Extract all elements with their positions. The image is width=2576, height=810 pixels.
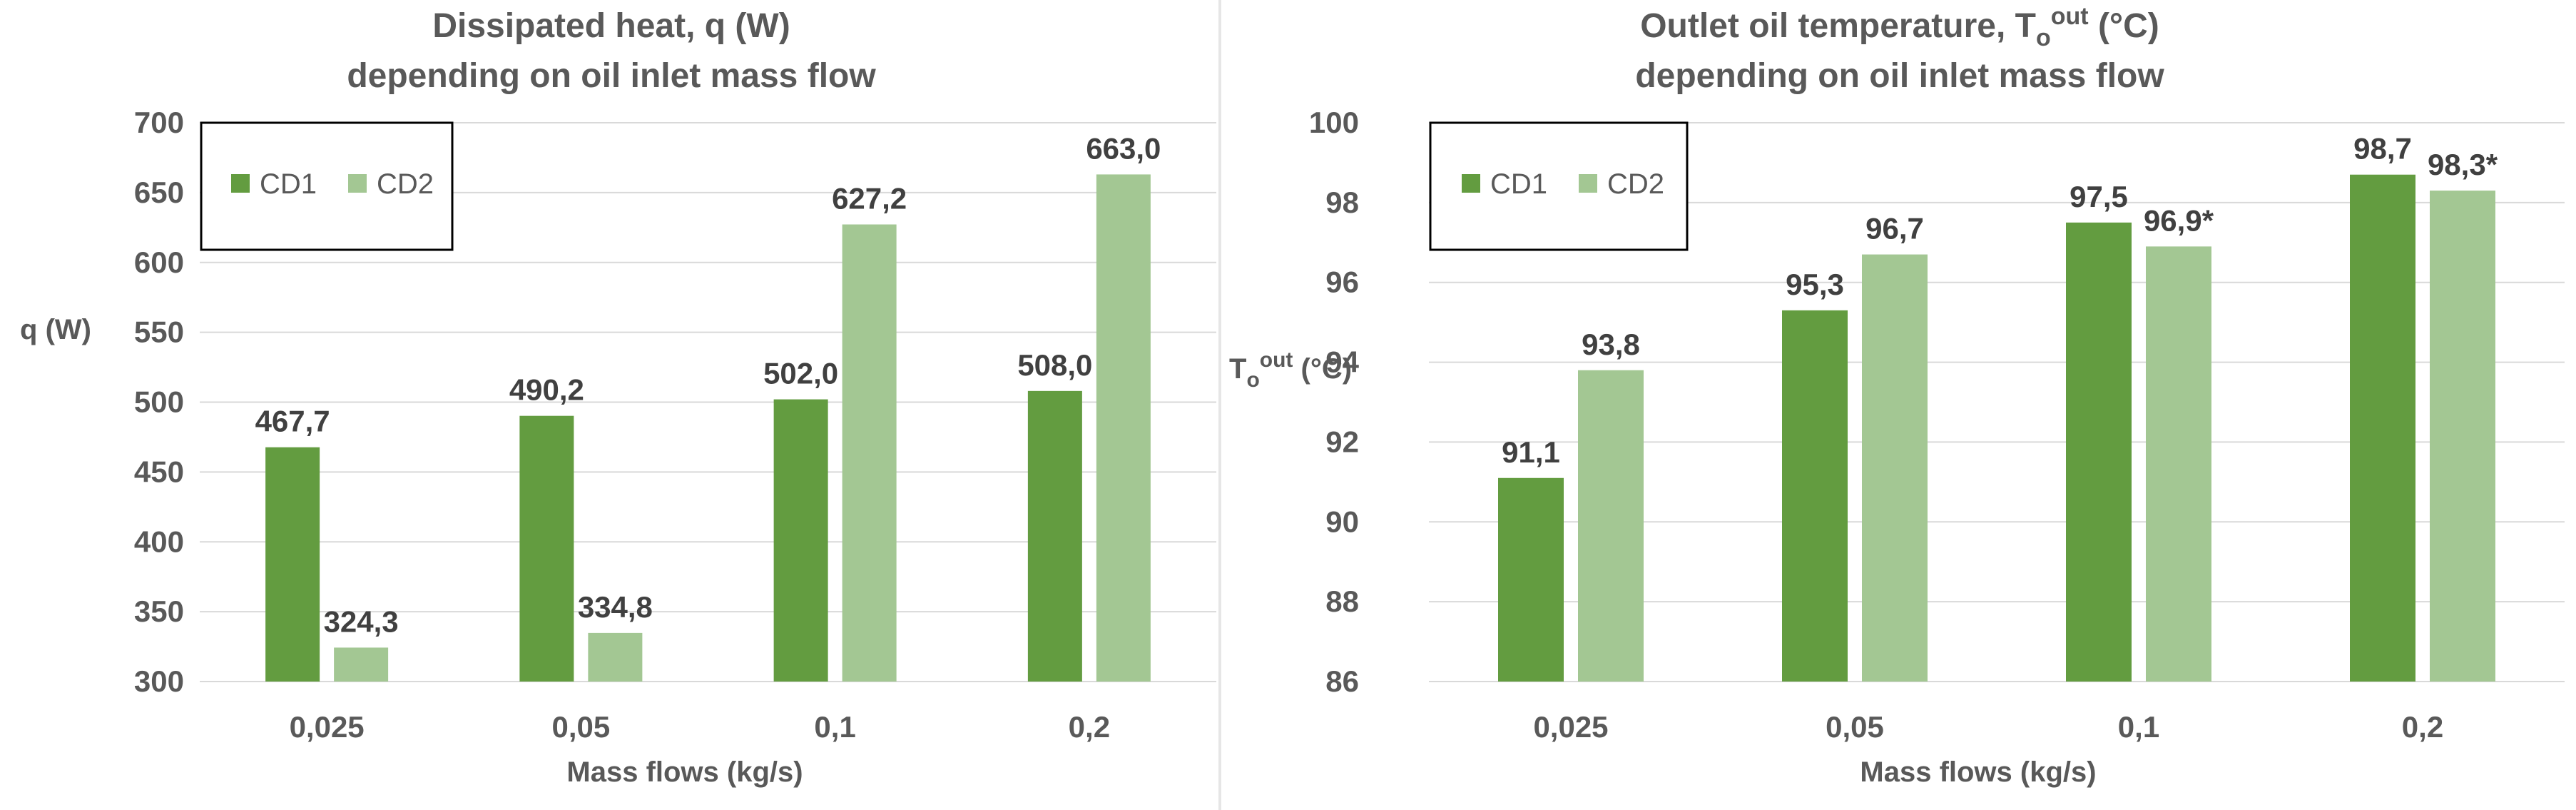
ylabel-subscript: o xyxy=(1246,368,1259,392)
bar-cd1 xyxy=(1498,477,1564,682)
data-label: 334,8 xyxy=(578,590,653,624)
bar-cd1 xyxy=(2066,222,2132,682)
legend: CD1 CD2 xyxy=(1429,121,1689,251)
chart-panel-temperature: Outlet oil temperature, Toout (°C) depen… xyxy=(1223,0,2576,810)
x-axis-title: Mass flows (kg/s) xyxy=(1860,756,2096,788)
ylabel-unit: (°C) xyxy=(1293,353,1352,385)
y-tick-label: 450 xyxy=(134,455,184,488)
x-tick-labels: 0,025 0,05 0,1 0,2 xyxy=(290,710,1111,744)
title-main: Outlet oil temperature, T xyxy=(1640,7,2036,45)
data-label: 97,5 xyxy=(2070,180,2128,213)
bar-cd2 xyxy=(2430,191,2495,682)
data-label: 467,7 xyxy=(255,405,330,438)
bar-cd1 xyxy=(1782,310,1848,682)
data-label: 627,2 xyxy=(832,182,907,216)
data-label: 95,3 xyxy=(1786,268,1844,301)
y-tick-label: 550 xyxy=(134,315,184,349)
data-label: 93,8 xyxy=(1582,328,1640,361)
y-tick-label: 94 xyxy=(1325,345,1359,379)
bar-cd2 xyxy=(588,632,643,682)
legend-label-cd2: CD2 xyxy=(377,168,434,200)
bar-cd1 xyxy=(1027,390,1082,682)
gridlines xyxy=(200,122,1216,682)
data-labels: 467,7 324,3 490,2 334,8 502,0 627,2 508,0 663,0 xyxy=(255,131,1161,638)
bar-cd1 xyxy=(265,447,320,682)
x-tick-label: 0,05 xyxy=(552,710,611,744)
bar-cd2 xyxy=(1578,370,1644,682)
y-tick-label: 98 xyxy=(1325,186,1359,219)
legend-swatch-cd1 xyxy=(1462,174,1480,193)
y-tick-labels: 86 88 90 92 94 96 98 100 xyxy=(1309,106,1360,698)
data-label: 663,0 xyxy=(1086,131,1161,165)
data-label: 96,9* xyxy=(2144,203,2214,237)
data-label: 508,0 xyxy=(1017,348,1092,382)
y-axis-title: Toout (°C) xyxy=(1229,348,1352,392)
y-tick-label: 88 xyxy=(1325,584,1359,618)
y-tick-label: 500 xyxy=(134,385,184,419)
y-tick-label: 92 xyxy=(1325,425,1359,458)
x-axis-title: Mass flows (kg/s) xyxy=(566,756,803,788)
legend-label-cd1: CD1 xyxy=(1490,168,1547,200)
bars xyxy=(265,174,1151,682)
panel-separator xyxy=(1218,0,1221,810)
y-tick-label: 100 xyxy=(1309,106,1359,139)
x-tick-label: 0,1 xyxy=(2118,710,2159,744)
x-tick-label: 0,025 xyxy=(290,710,365,744)
y-tick-label: 650 xyxy=(134,176,184,209)
data-label: 490,2 xyxy=(509,373,584,407)
y-tick-label: 400 xyxy=(134,525,184,558)
bar-cd2 xyxy=(842,224,897,682)
x-tick-label: 0,025 xyxy=(1533,710,1608,744)
title-subscript: o xyxy=(2036,24,2051,51)
legend: CD1 CD2 xyxy=(200,121,454,251)
bar-cd1 xyxy=(519,415,574,682)
heat-chart: Dissipated heat, q (W) depending on oil … xyxy=(20,7,1216,788)
data-labels: 91,1 93,8 95,3 96,7 97,5 96,9* 98,7 98,3* xyxy=(1502,132,2498,469)
ylabel-main: T xyxy=(1229,353,1246,385)
bar-cd1 xyxy=(2350,174,2415,682)
legend-swatch-cd2 xyxy=(1579,174,1597,193)
x-tick-label: 0,2 xyxy=(1069,710,1110,744)
title-unit: (°C) xyxy=(2089,7,2159,45)
temperature-chart: Outlet oil temperature, Toout (°C) depen… xyxy=(1229,3,2565,788)
data-label: 98,7 xyxy=(2353,132,2412,166)
data-label: 502,0 xyxy=(763,357,838,390)
chart-panel-heat: Dissipated heat, q (W) depending on oil … xyxy=(0,0,1223,810)
y-tick-label: 86 xyxy=(1325,664,1359,698)
chart-title-line2: depending on oil inlet mass flow xyxy=(1635,57,2164,95)
y-tick-label: 350 xyxy=(134,594,184,628)
chart-title-line1: Outlet oil temperature, Toout (°C) xyxy=(1640,3,2159,51)
chart-title-line1: Dissipated heat, q (W) xyxy=(432,7,790,45)
data-label: 96,7 xyxy=(1865,212,1924,245)
chart-title-line2: depending on oil inlet mass flow xyxy=(347,57,876,95)
bar-cd2 xyxy=(334,647,389,682)
y-tick-label: 96 xyxy=(1325,265,1359,299)
x-tick-labels: 0,025 0,05 0,1 0,2 xyxy=(1533,710,2443,744)
data-label: 91,1 xyxy=(1502,435,1560,469)
y-tick-label: 700 xyxy=(134,106,184,139)
legend-swatch-cd1 xyxy=(231,174,250,193)
bars xyxy=(1498,174,2495,682)
legend-label-cd2: CD2 xyxy=(1607,168,1664,200)
legend-swatch-cd2 xyxy=(348,174,367,193)
bar-cd2 xyxy=(1096,174,1151,682)
title-superscript: out xyxy=(2051,3,2089,30)
bar-cd2 xyxy=(2146,246,2211,682)
x-tick-label: 0,05 xyxy=(1826,710,1884,744)
y-axis-title: q (W) xyxy=(20,314,91,345)
y-tick-labels: 300 350 400 450 500 550 600 650 700 xyxy=(134,106,184,698)
bar-cd1 xyxy=(773,399,828,682)
x-tick-label: 0,1 xyxy=(814,710,855,744)
y-tick-label: 90 xyxy=(1325,505,1359,538)
y-tick-label: 300 xyxy=(134,664,184,698)
x-tick-label: 0,2 xyxy=(2402,710,2443,744)
ylabel-superscript: out xyxy=(1260,348,1293,372)
legend-label-cd1: CD1 xyxy=(260,168,317,200)
data-label: 324,3 xyxy=(324,604,399,638)
bar-cd2 xyxy=(1862,254,1928,682)
y-tick-label: 600 xyxy=(134,245,184,279)
data-label: 98,3* xyxy=(2428,148,2498,181)
